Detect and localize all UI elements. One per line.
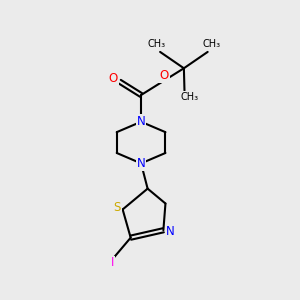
- Text: O: O: [159, 69, 169, 82]
- Text: I: I: [111, 256, 115, 269]
- Text: N: N: [137, 115, 146, 128]
- Text: CH₃: CH₃: [202, 39, 220, 49]
- Text: O: O: [109, 72, 118, 85]
- Text: N: N: [137, 157, 146, 170]
- Text: N: N: [166, 225, 174, 238]
- Text: S: S: [114, 202, 121, 214]
- Text: CH₃: CH₃: [181, 92, 199, 101]
- Text: CH₃: CH₃: [148, 39, 166, 49]
